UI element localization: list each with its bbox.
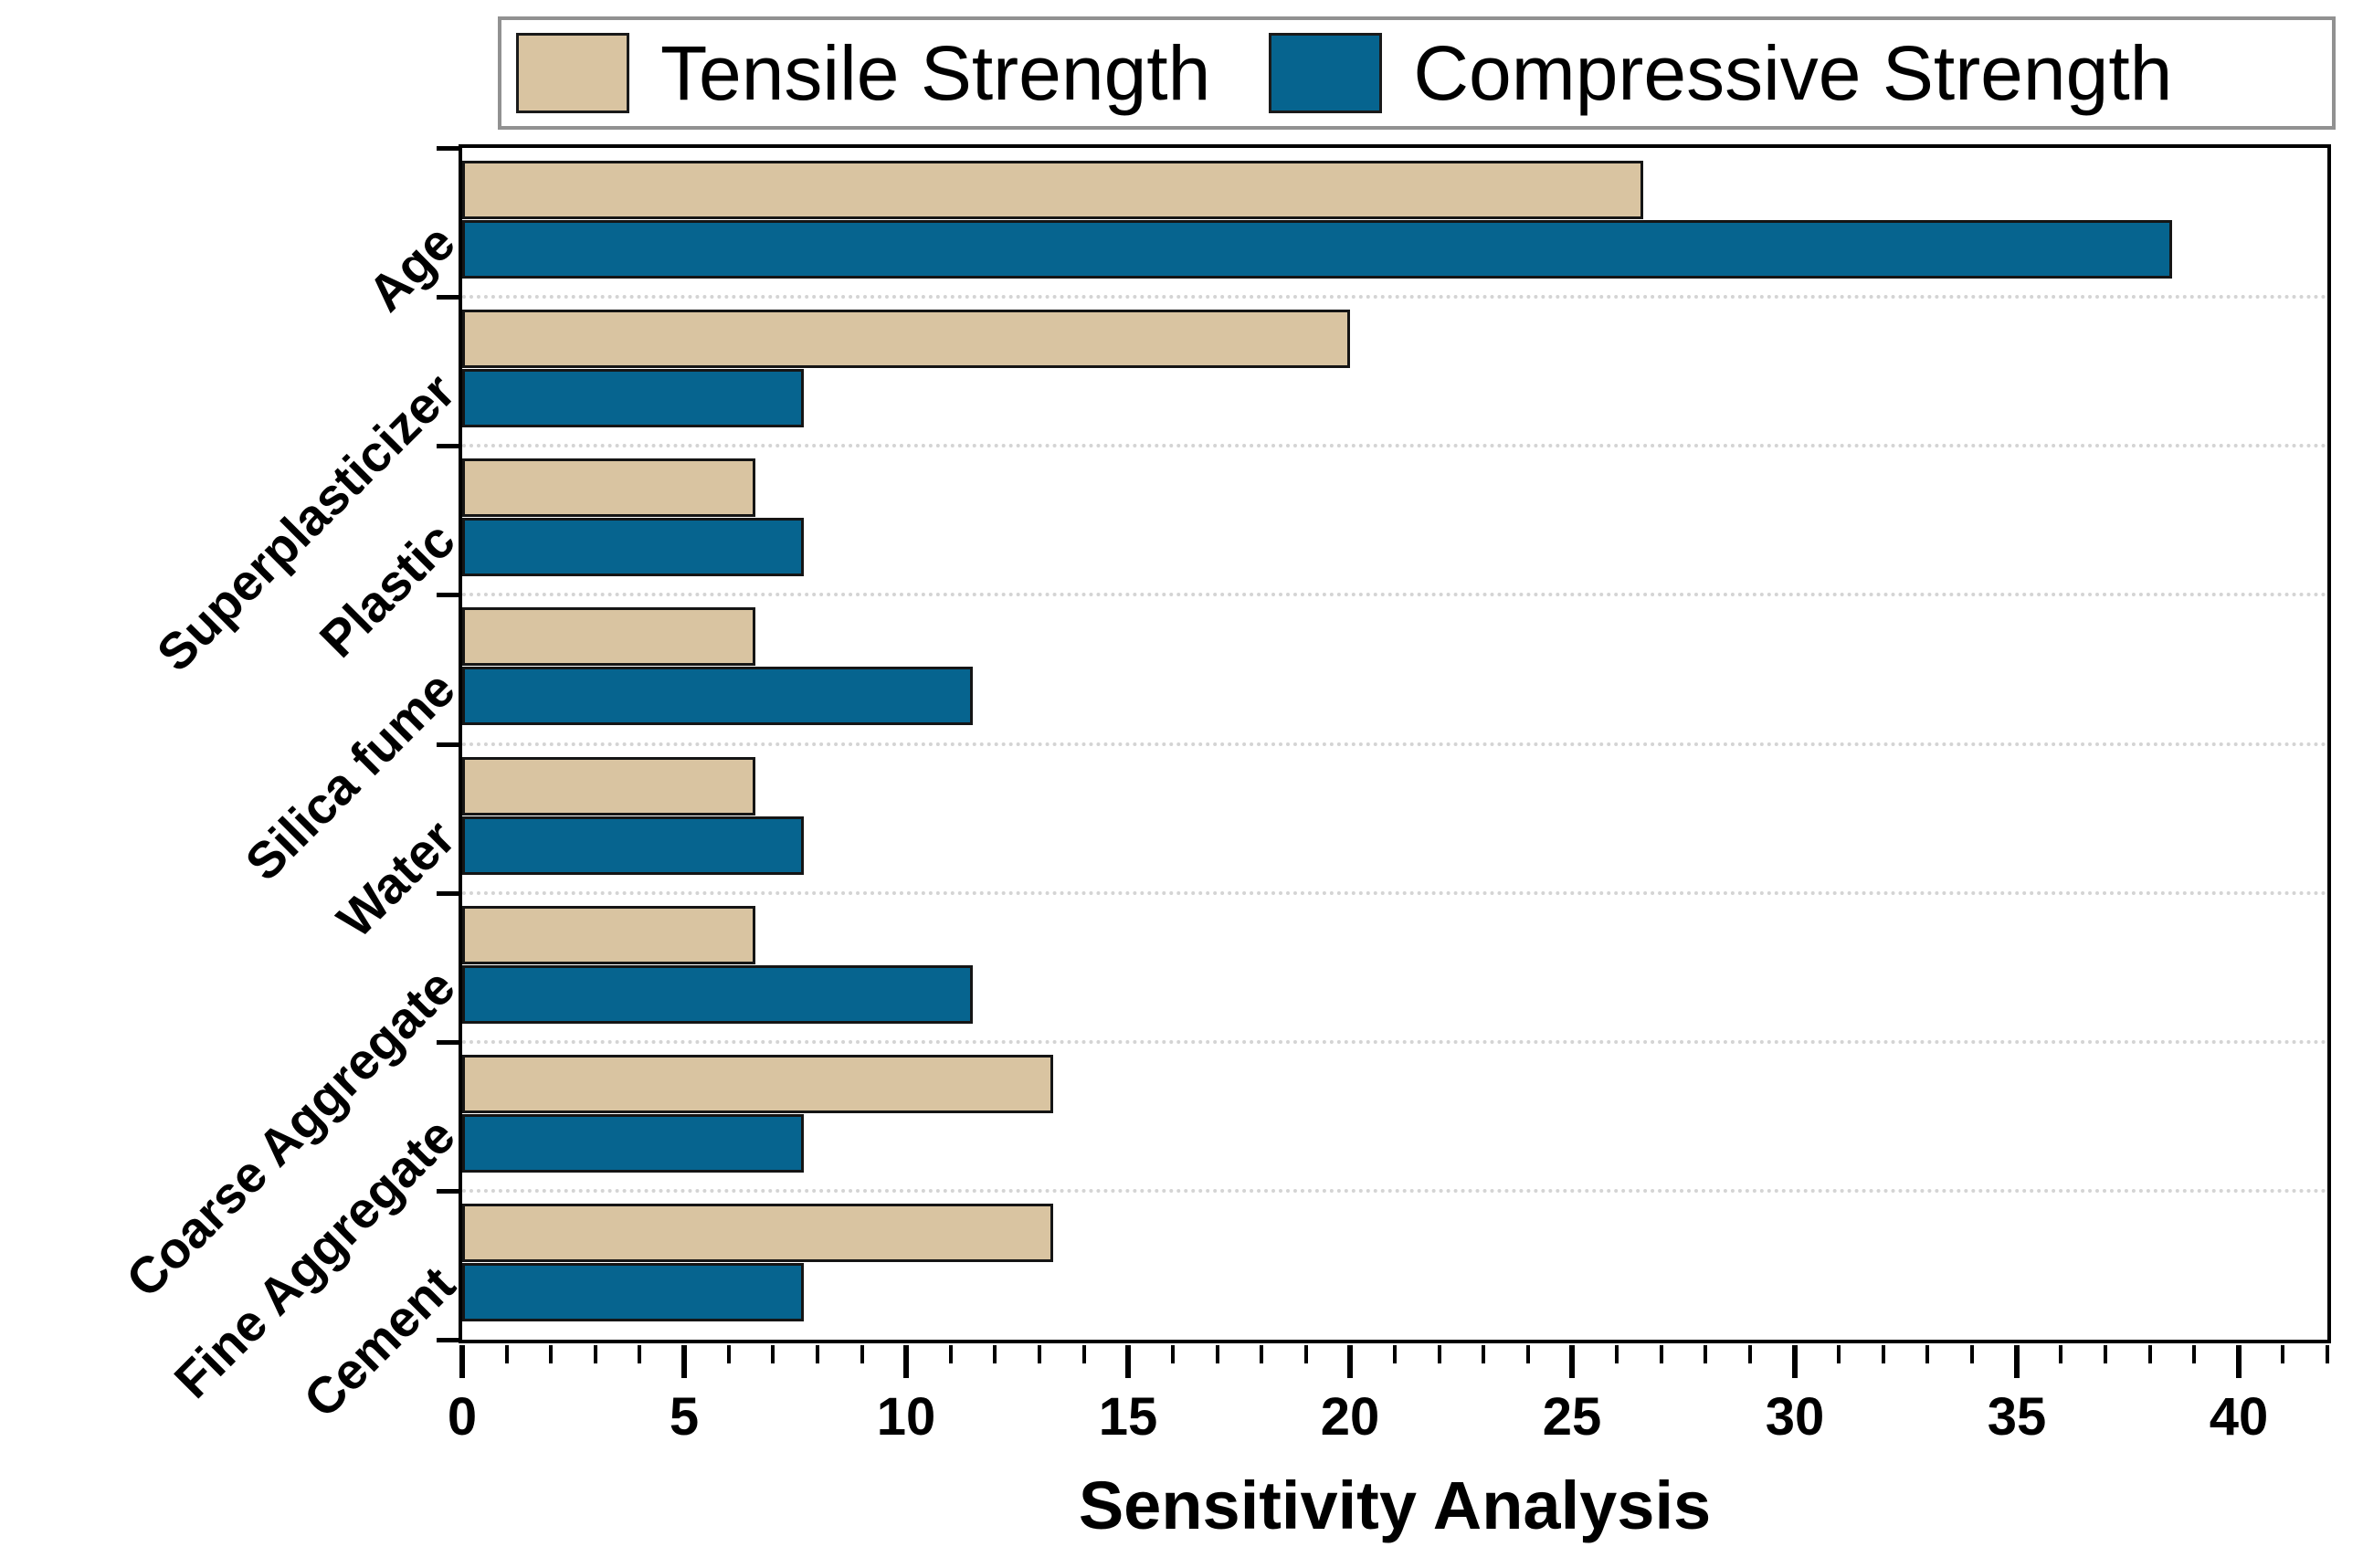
legend-label-tensile-strength: Tensile Strength [660, 30, 1211, 116]
bar-compressive-strength-cement [462, 1263, 804, 1321]
x-axis-minor-tick [1082, 1345, 1086, 1363]
x-axis-minor-tick [1260, 1345, 1263, 1363]
x-axis-major-tick [681, 1345, 687, 1378]
x-axis-minor-tick [2104, 1345, 2107, 1363]
x-axis-minor-tick [2326, 1345, 2329, 1363]
bar-compressive-strength-silica-fume [462, 667, 973, 725]
y-axis-tick [437, 444, 460, 448]
y-axis-tick [437, 742, 460, 747]
x-axis-minor-tick [727, 1345, 731, 1363]
grid-separator [462, 295, 2327, 299]
legend-item-tensile-strength: Tensile Strength [516, 33, 1210, 113]
grid-separator [462, 742, 2327, 746]
x-axis-minor-tick [638, 1345, 641, 1363]
grid-separator [462, 1189, 2327, 1193]
y-axis-tick [437, 891, 460, 896]
x-axis-major-tick [2236, 1345, 2242, 1378]
legend-swatch-compressive-strength [1269, 33, 1383, 113]
bar-tensile-strength-superplasticizer [462, 310, 1350, 368]
x-tick-label-30: 30 [1765, 1387, 1825, 1447]
x-axis-minor-tick [1748, 1345, 1752, 1363]
x-axis-minor-tick [1615, 1345, 1619, 1363]
y-axis-tick [437, 1040, 460, 1045]
x-axis-minor-tick [549, 1345, 553, 1363]
x-axis-minor-tick [1393, 1345, 1397, 1363]
bar-compressive-strength-coarse-aggregate [462, 965, 973, 1024]
x-axis-major-tick [1569, 1345, 1575, 1378]
bar-compressive-strength-superplasticizer [462, 369, 804, 427]
x-axis-major-tick [903, 1345, 909, 1378]
x-tick-label-35: 35 [1987, 1387, 2047, 1447]
x-tick-label-20: 20 [1320, 1387, 1380, 1447]
x-axis-minor-tick [1216, 1345, 1219, 1363]
x-axis-minor-tick [1660, 1345, 1663, 1363]
x-tick-label-0: 0 [447, 1387, 478, 1447]
y-axis-tick [437, 1338, 460, 1342]
x-tick-label-40: 40 [2209, 1387, 2269, 1447]
legend-item-compressive-strength: Compressive Strength [1269, 33, 2172, 113]
x-axis-major-tick [1125, 1345, 1131, 1378]
x-tick-label-5: 5 [669, 1387, 700, 1447]
x-axis-major-tick [459, 1345, 465, 1378]
bar-tensile-strength-silica-fume [462, 607, 755, 666]
x-axis-major-tick [1792, 1345, 1798, 1378]
x-tick-label-10: 10 [876, 1387, 936, 1447]
bar-tensile-strength-water [462, 757, 755, 816]
x-axis-minor-tick [505, 1345, 509, 1363]
x-axis-minor-tick [594, 1345, 597, 1363]
grid-separator [462, 444, 2327, 447]
legend-label-compressive-strength: Compressive Strength [1413, 30, 2173, 116]
bar-tensile-strength-fine-aggregate [462, 1055, 1053, 1113]
bar-tensile-strength-plastic [462, 458, 755, 517]
grid-separator [462, 593, 2327, 596]
x-axis-minor-tick [993, 1345, 997, 1363]
x-axis-minor-tick [1304, 1345, 1308, 1363]
x-axis-minor-tick [2148, 1345, 2152, 1363]
bar-tensile-strength-coarse-aggregate [462, 906, 755, 964]
x-axis-major-tick [1347, 1345, 1353, 1378]
x-axis-minor-tick [1038, 1345, 1041, 1363]
x-axis-minor-tick [2192, 1345, 2196, 1363]
x-axis-major-tick [2014, 1345, 2020, 1378]
bar-tensile-strength-age [462, 161, 1643, 219]
x-axis-minor-tick [1970, 1345, 1974, 1363]
x-axis-minor-tick [816, 1345, 819, 1363]
x-axis-title: Sensitivity Analysis [1078, 1468, 1712, 1543]
x-axis-minor-tick [771, 1345, 775, 1363]
bar-compressive-strength-plastic [462, 518, 804, 576]
grid-separator [462, 891, 2327, 895]
grid-separator [462, 1040, 2327, 1044]
y-axis-tick [437, 146, 460, 151]
x-tick-label-15: 15 [1098, 1387, 1158, 1447]
x-axis-minor-tick [860, 1345, 864, 1363]
bar-compressive-strength-water [462, 816, 804, 875]
x-axis-minor-tick [949, 1345, 953, 1363]
x-axis-minor-tick [1482, 1345, 1485, 1363]
x-axis-minor-tick [1882, 1345, 1885, 1363]
x-axis-minor-tick [1925, 1345, 1929, 1363]
x-axis-minor-tick [1837, 1345, 1841, 1363]
x-tick-label-25: 25 [1542, 1387, 1602, 1447]
plot-area [459, 144, 2331, 1343]
x-axis-minor-tick [1704, 1345, 1707, 1363]
x-axis-minor-tick [2281, 1345, 2284, 1363]
y-axis-tick [437, 295, 460, 300]
y-axis-tick [437, 593, 460, 597]
x-axis-minor-tick [2059, 1345, 2062, 1363]
bar-compressive-strength-age [462, 220, 2172, 279]
bar-compressive-strength-fine-aggregate [462, 1114, 804, 1173]
legend-swatch-tensile-strength [516, 33, 629, 113]
x-axis-minor-tick [1171, 1345, 1175, 1363]
x-axis-minor-tick [1438, 1345, 1441, 1363]
bar-tensile-strength-cement [462, 1204, 1053, 1262]
legend: Tensile Strength Compressive Strength [498, 16, 2336, 130]
y-axis-tick [437, 1189, 460, 1194]
x-axis-minor-tick [1526, 1345, 1530, 1363]
